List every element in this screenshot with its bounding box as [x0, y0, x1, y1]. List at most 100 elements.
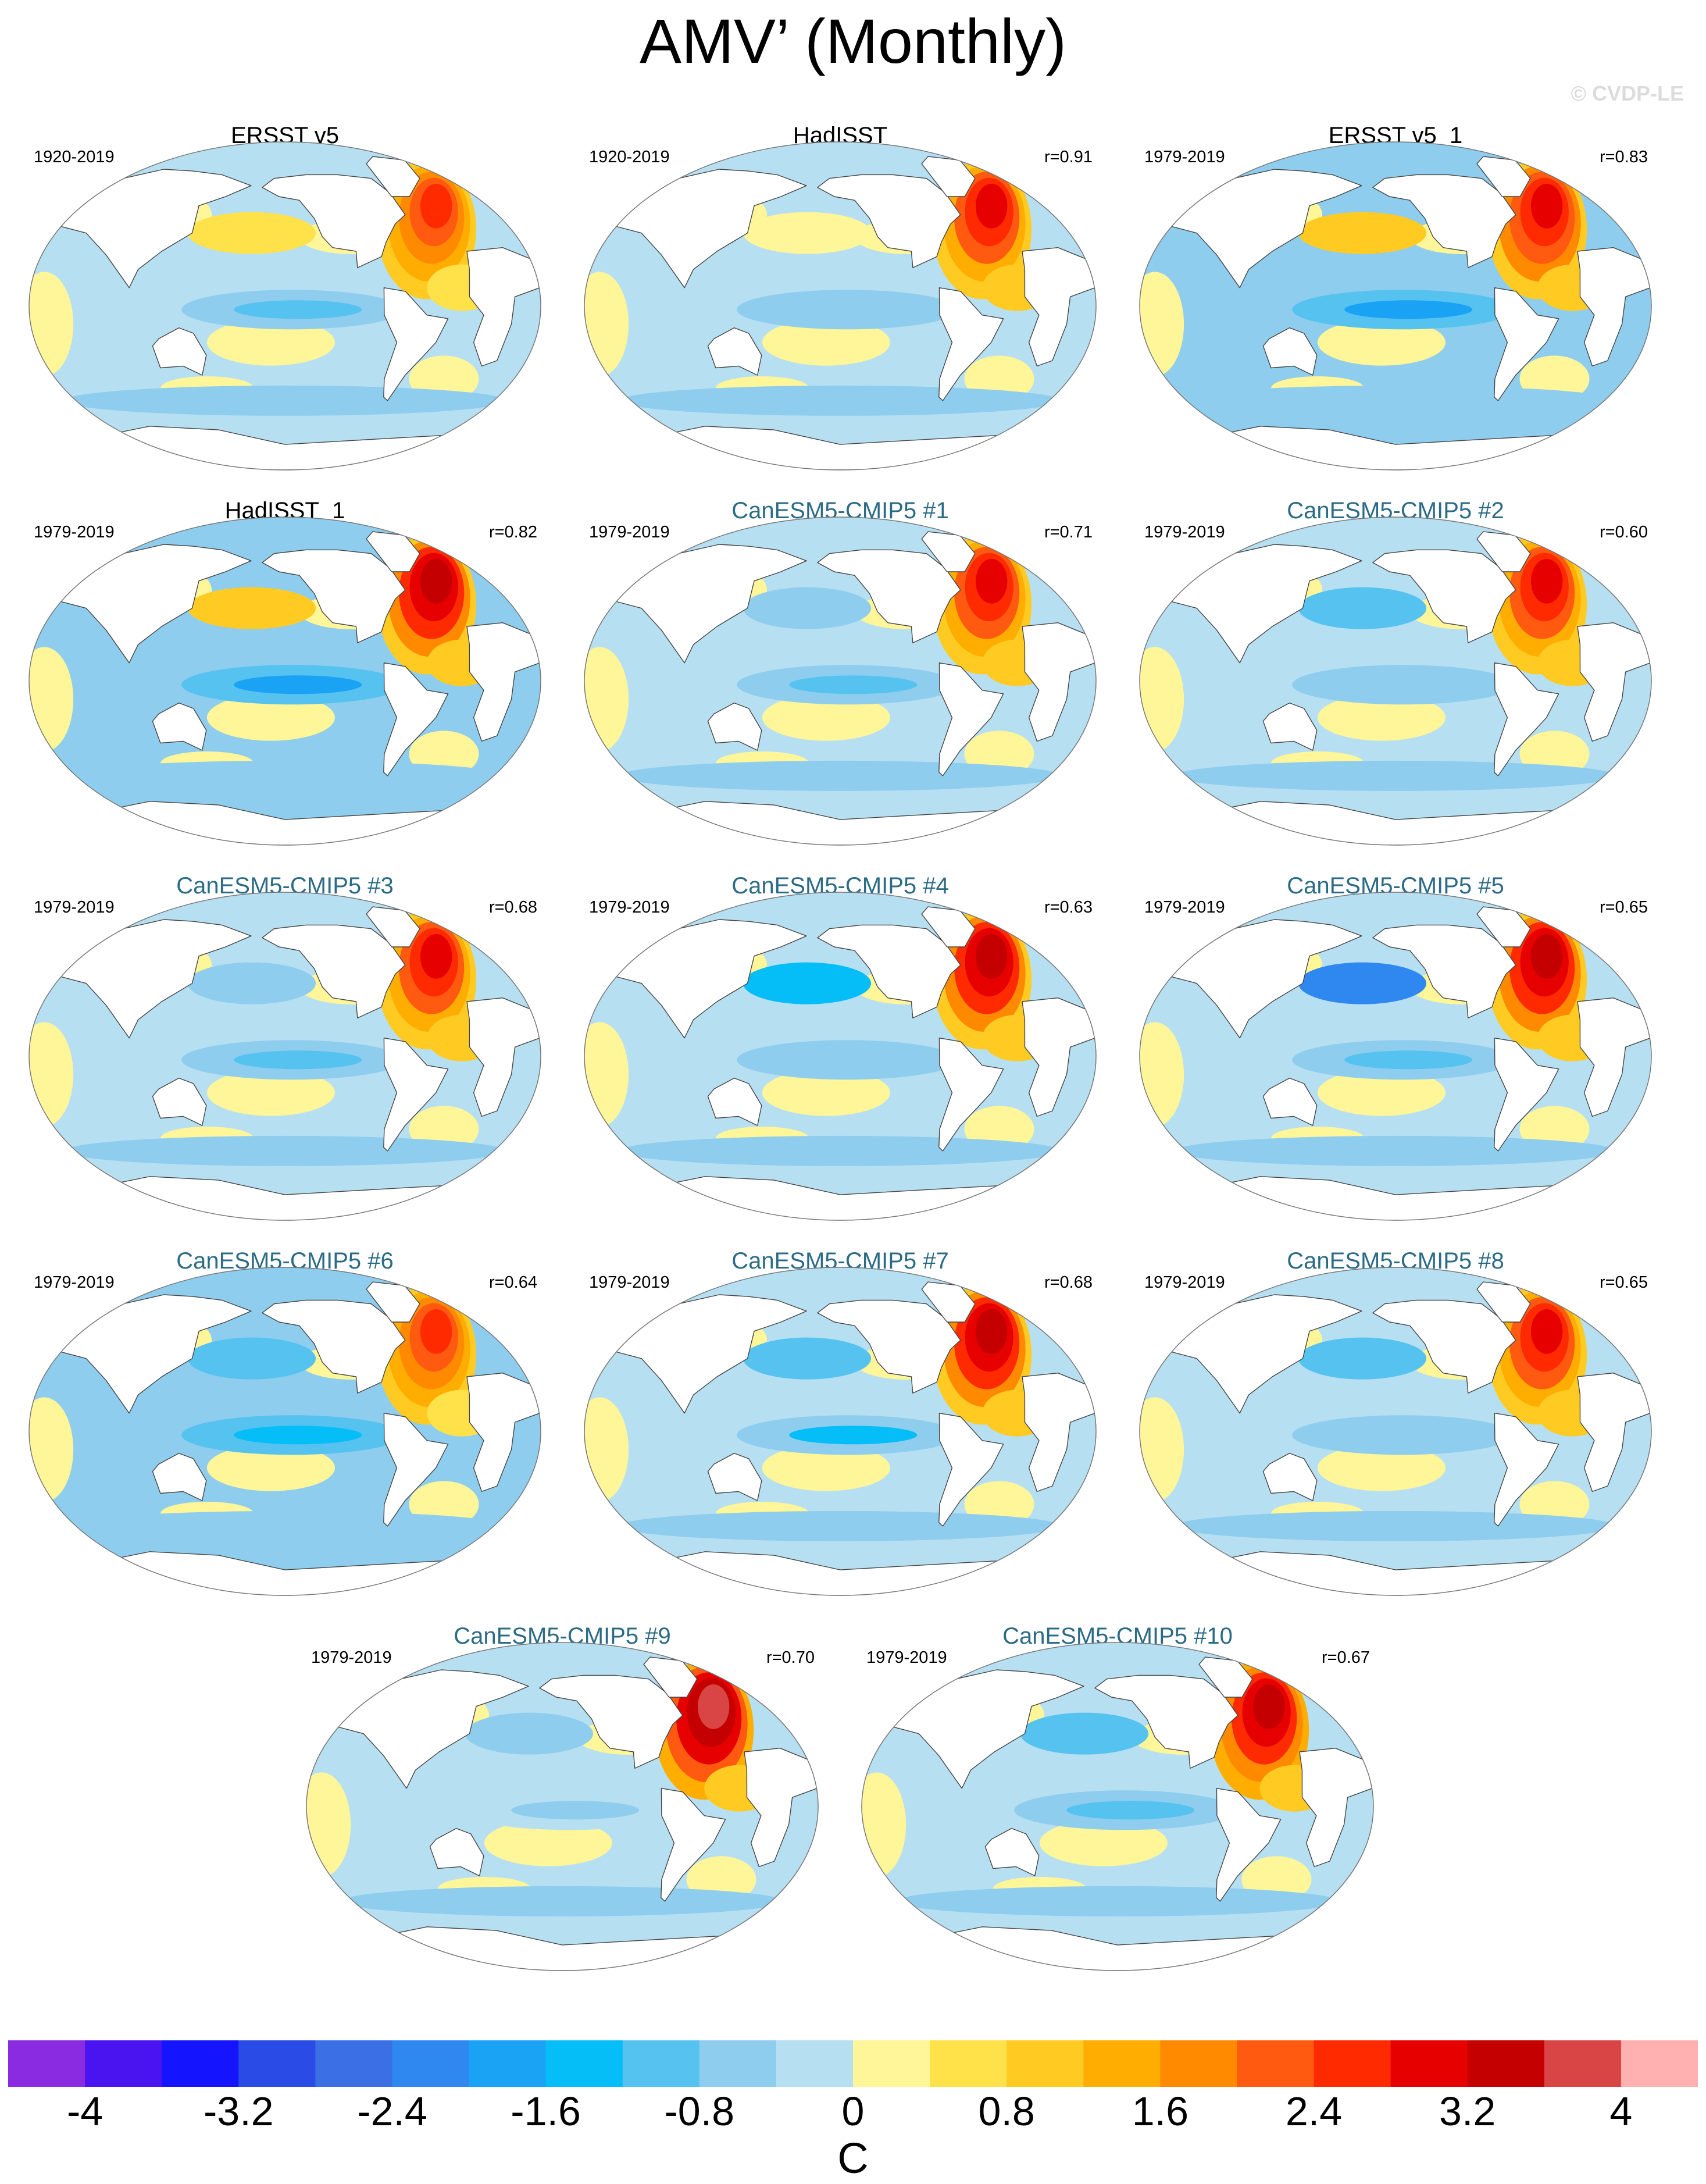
- sst-map: [861, 1642, 1374, 1971]
- sst-map: [28, 516, 541, 846]
- panel-correlation: r=0.65: [1599, 898, 1648, 917]
- panel-correlation: r=0.65: [1599, 1273, 1648, 1292]
- weak-warm-patch: [762, 1069, 890, 1116]
- land-australia: [152, 702, 207, 751]
- north-atlantic-warm-contour: [697, 1684, 730, 1729]
- sst-field: [584, 517, 1096, 845]
- land-australia: [984, 1827, 1040, 1876]
- tropical-pacific-core: [1344, 1426, 1473, 1445]
- sst-field: [584, 1267, 1096, 1595]
- panel-correlation: r=0.83: [1599, 148, 1648, 166]
- sst-field: [1140, 892, 1651, 1220]
- land-europeAsia: [1161, 1294, 1362, 1414]
- tropical-pacific-core: [789, 675, 918, 694]
- land-southAmerica: [938, 287, 1004, 401]
- land-northAmerica: [1094, 1674, 1239, 1769]
- colorbar-bin: [8, 2040, 85, 2087]
- tropical-pacific-core: [234, 1050, 362, 1070]
- southern-ocean-anomaly: [1175, 1135, 1616, 1166]
- map-panel: CanESM5-CMIP5 #9 1979-2019 r=0.70: [289, 1623, 836, 1983]
- weak-warm-patch: [1317, 694, 1446, 741]
- north-atlantic-warm-contour: [420, 934, 452, 979]
- colorbar-bin: [238, 2040, 316, 2087]
- land-europeAsia: [1161, 169, 1362, 288]
- north-atlantic-warm-contour: [1530, 1309, 1563, 1354]
- land-southAmerica: [938, 1038, 1004, 1152]
- land-australia: [1262, 702, 1318, 751]
- north-atlantic-warm-contour: [975, 184, 1008, 229]
- colorbar: [8, 2040, 1698, 2087]
- land-europeAsia: [328, 1669, 529, 1789]
- sst-map: [1139, 141, 1652, 471]
- southern-ocean-anomaly: [619, 1135, 1061, 1166]
- land-northAmerica: [262, 174, 406, 268]
- colorbar-unit: C: [837, 2134, 869, 2182]
- colorbar-bin: [392, 2040, 470, 2087]
- land-europeAsia: [606, 169, 807, 288]
- colorbar-bin: [85, 2040, 162, 2087]
- colorbar-bin: [545, 2040, 623, 2087]
- map-panel: CanESM5-CMIP5 #3 1979-2019 r=0.68: [12, 872, 558, 1233]
- north-pacific-anomaly: [743, 212, 872, 254]
- land-europeAsia: [1161, 919, 1362, 1039]
- panel-period: 1979-2019: [589, 898, 670, 917]
- land-europeAsia: [606, 1294, 807, 1414]
- panel-period: 1979-2019: [34, 523, 115, 541]
- north-pacific-anomaly: [188, 1337, 316, 1380]
- map-outline: [306, 1642, 819, 1971]
- land-southAmerica: [1494, 662, 1559, 776]
- colorbar-bin: [930, 2040, 1007, 2087]
- colorbar-bin: [1621, 2040, 1698, 2087]
- sst-map: [306, 1642, 819, 1971]
- tropical-pacific-core: [789, 1050, 918, 1070]
- north-pacific-anomaly: [188, 212, 316, 254]
- land-southAmerica: [383, 662, 449, 776]
- panel-correlation: r=0.68: [488, 898, 537, 917]
- panel-correlation: r=0.82: [488, 523, 537, 541]
- north-atlantic-warm-contour: [975, 1309, 1008, 1354]
- sst-field: [306, 1643, 818, 1971]
- tropical-pacific-core: [1344, 300, 1473, 319]
- north-atlantic-warm-contour: [1530, 559, 1563, 604]
- land-australia: [1262, 1452, 1318, 1501]
- colorbar-ticks: -4 -3.2 -2.4 -1.6 -0.8 0 0.8 1.6 2.4 3.2 4: [0, 2088, 1706, 2135]
- map-panel: CanESM5-CMIP5 #7 1979-2019 r=0.68: [567, 1248, 1113, 1608]
- land-europeAsia: [883, 1669, 1084, 1789]
- panel-correlation: r=0.91: [1044, 148, 1093, 166]
- land-southAmerica: [1216, 1788, 1282, 1902]
- land-northAmerica: [817, 549, 961, 643]
- map-outline: [28, 892, 541, 1221]
- land-northAmerica: [262, 924, 406, 1018]
- map-outline: [1139, 1267, 1652, 1596]
- land-southAmerica: [1494, 287, 1559, 401]
- map-panel: ERSST v5 1920-2019: [12, 122, 558, 483]
- panel-period: 1979-2019: [34, 898, 115, 917]
- north-pacific-anomaly: [1298, 962, 1427, 1004]
- map-panel: CanESM5-CMIP5 #10 1979-2019 r=0.67: [844, 1623, 1391, 1983]
- panel-period: 1979-2019: [1144, 523, 1225, 541]
- figure-title: AMV’ (Monthly): [639, 6, 1067, 76]
- colorbar-bin: [315, 2040, 393, 2087]
- map-panel: HadISST 1920-2019 r=0.91: [567, 122, 1113, 483]
- southern-ocean-anomaly: [341, 1886, 783, 1916]
- colorbar-bin: [1007, 2040, 1084, 2087]
- land-southAmerica: [938, 1413, 1004, 1527]
- southern-ocean-anomaly: [619, 1510, 1061, 1541]
- weak-warm-patch: [1317, 1069, 1446, 1116]
- land-europeAsia: [51, 169, 252, 288]
- north-pacific-anomaly: [1298, 1337, 1427, 1380]
- southern-ocean-anomaly: [64, 1135, 506, 1166]
- panel-correlation: r=0.71: [1044, 523, 1093, 541]
- sst-map: [584, 1267, 1097, 1596]
- sst-map: [1139, 1267, 1652, 1596]
- land-northAmerica: [539, 1674, 683, 1769]
- land-southAmerica: [383, 287, 449, 401]
- colorbar-bin: [1160, 2040, 1238, 2087]
- north-atlantic-warm-contour: [1530, 934, 1563, 979]
- north-atlantic-warm-contour: [1530, 184, 1563, 229]
- colorbar-tick-label: 3.2: [1439, 2089, 1496, 2134]
- southern-ocean-anomaly: [64, 760, 506, 791]
- weak-warm-patch: [206, 1069, 335, 1116]
- panel-period: 1979-2019: [1144, 1273, 1225, 1292]
- map-outline: [584, 516, 1097, 846]
